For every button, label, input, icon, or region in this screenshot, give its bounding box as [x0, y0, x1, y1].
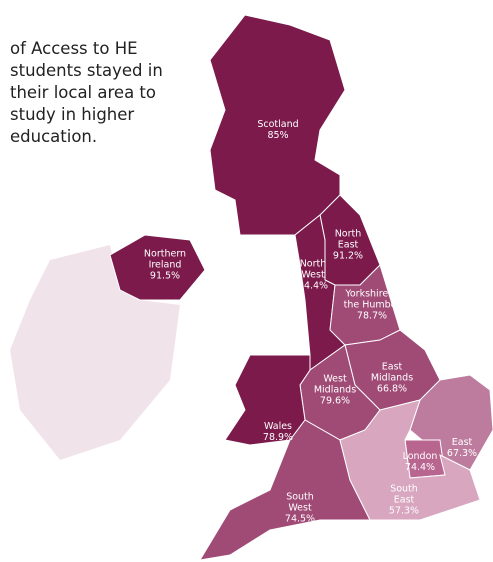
region-value: 66.8% [376, 383, 408, 395]
region-name: Wales [263, 421, 293, 432]
region-label: East Midlands 66.8% [362, 362, 422, 395]
region-value: 57.3% [388, 505, 420, 517]
region-label: East 67.3% [437, 437, 487, 459]
region-name: North West [299, 258, 327, 281]
region-name: Scotland [257, 119, 299, 130]
region-label: South West 74.5% [275, 492, 325, 525]
region-label: South East 57.3% [379, 484, 429, 517]
region [109, 234, 206, 301]
region-label: London 74.4% [395, 451, 445, 473]
region-name: Yorkshire & the Humber [343, 288, 401, 311]
region-name: West Midlands [313, 373, 357, 396]
region-name: London [402, 451, 438, 462]
region-label: West Midlands 79.6% [305, 374, 365, 407]
region-name: North East [334, 228, 362, 251]
region-value: 91.5% [149, 270, 181, 282]
region [339, 399, 481, 521]
region-value: 74.4% [404, 462, 436, 473]
region-value: 67.3% [446, 448, 478, 459]
region-label: North West 84.4% [288, 259, 338, 292]
region-label: North East 91.2% [323, 229, 373, 262]
region-name: East [451, 437, 473, 448]
region-label: Scotland 85% [253, 119, 303, 141]
region-value: 85% [267, 130, 289, 141]
region-value: 78.9% [262, 432, 294, 443]
region [199, 419, 371, 561]
region-name: Northern Ireland [143, 248, 187, 271]
region-label: Wales 78.9% [253, 421, 303, 443]
region-name: East Midlands [370, 361, 414, 384]
region-value: 91.2% [332, 250, 364, 262]
region-label: Yorkshire & the Humber 78.7% [342, 289, 402, 322]
region-name: South West [286, 491, 314, 514]
intro-text: of Access to HE students stayed in their… [10, 39, 163, 146]
region-name: South East [390, 483, 418, 506]
region-value: 84.4% [297, 280, 329, 292]
region-value: 79.6% [319, 395, 351, 407]
region-value: 78.7% [356, 310, 388, 322]
region-label: Northern Ireland 91.5% [135, 249, 195, 282]
region-value: 74.5% [284, 513, 316, 525]
